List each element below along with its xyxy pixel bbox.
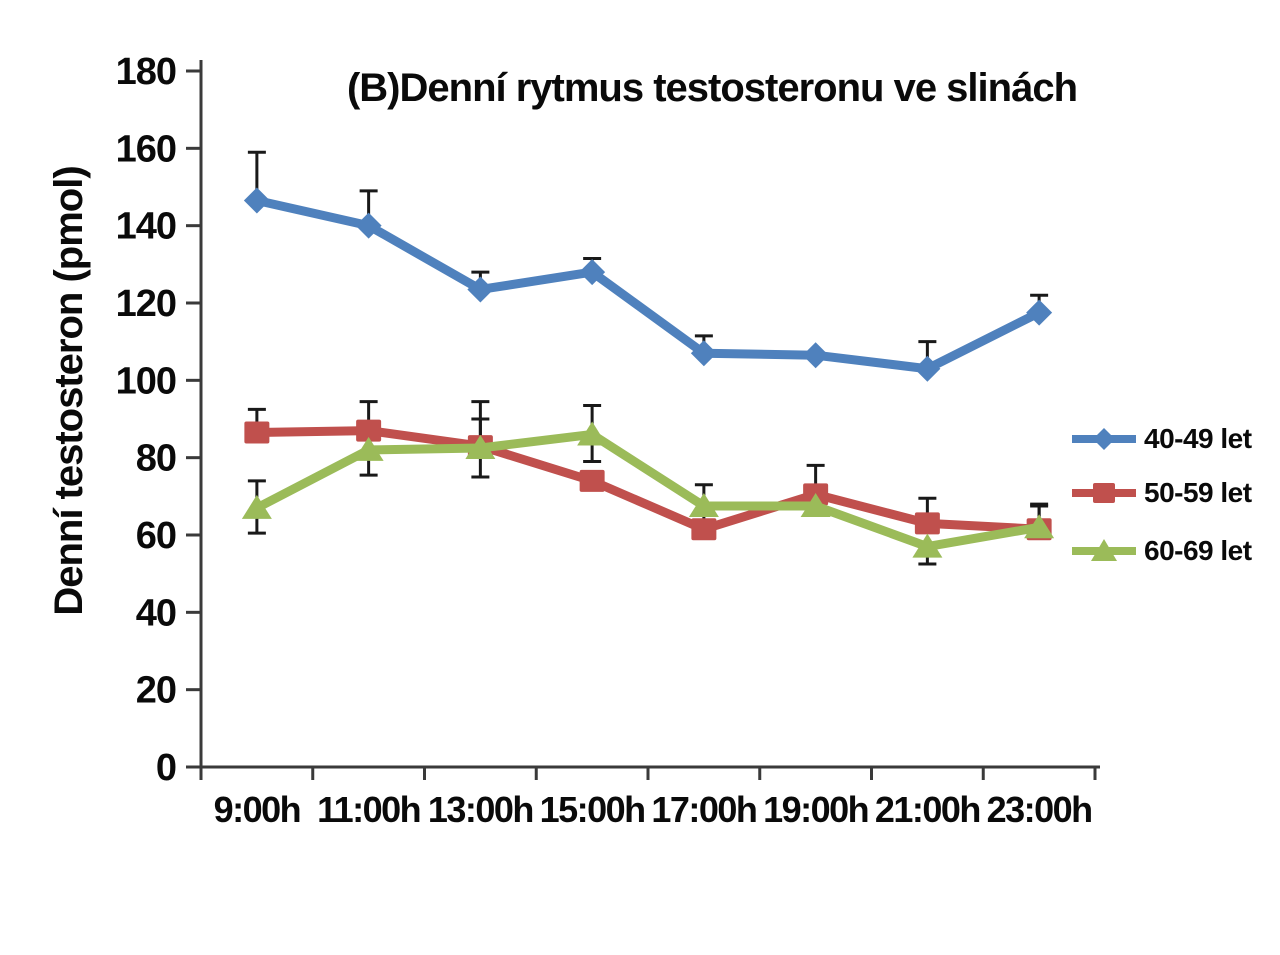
y-tick-label: 160 <box>116 128 176 170</box>
legend-marker-diamond-icon <box>1072 428 1136 450</box>
legend-label: 40-49 let <box>1144 423 1252 454</box>
x-tick-label: 9:00h <box>214 789 301 830</box>
y-tick-label: 120 <box>116 283 176 325</box>
triangle-marker <box>800 493 831 517</box>
triangle-marker <box>577 421 608 446</box>
legend-marker-triangle-icon <box>1072 539 1136 561</box>
square-marker <box>1093 483 1115 503</box>
x-tick-label: 23:00h <box>987 789 1092 830</box>
triangle-marker <box>241 494 272 519</box>
triangle-marker <box>353 436 384 461</box>
square-marker <box>356 419 382 442</box>
series-line-60-69-let <box>252 429 1044 552</box>
series-line-40-49-let <box>252 196 1044 374</box>
y-tick-label: 20 <box>136 670 176 712</box>
diamond-marker <box>579 259 606 286</box>
diamond-marker <box>914 355 941 382</box>
x-tick-label: 13:00h <box>428 789 533 830</box>
legend-label: 50-59 let <box>1144 477 1252 508</box>
legend-label: 60-69 let <box>1144 535 1252 566</box>
x-tick-label: 19:00h <box>763 789 868 830</box>
series-line-50-59-let <box>252 426 1044 534</box>
y-tick-label: 100 <box>116 360 176 402</box>
triangle-marker <box>688 493 719 517</box>
diamond-marker <box>467 276 494 303</box>
y-tick-label: 40 <box>136 592 176 634</box>
triangle-marker <box>1024 514 1055 539</box>
diamond-marker <box>802 342 829 369</box>
y-tick-label: 80 <box>136 438 176 480</box>
y-tick-label: 0 <box>156 747 176 789</box>
diamond-marker <box>690 340 717 367</box>
x-tick-label: 11:00h <box>317 789 420 830</box>
legend-marker-square-icon <box>1072 483 1136 503</box>
triangle-marker <box>1091 539 1117 561</box>
legend-item-50-59: 50-59 let <box>1068 473 1252 513</box>
square-marker <box>579 469 605 492</box>
legend-item-40-49: 40-49 let <box>1068 419 1252 459</box>
y-tick-label: 180 <box>116 51 176 93</box>
square-marker <box>244 421 270 444</box>
diamond-marker <box>243 187 270 214</box>
y-tick-label: 140 <box>116 206 176 248</box>
diamond-marker <box>1026 299 1053 326</box>
chart-title: (B)Denní rytmus testosteronu ve slinách <box>346 66 1078 110</box>
diamond-marker <box>1093 428 1115 450</box>
x-tick-label: 15:00h <box>540 789 645 830</box>
x-tick-label: 21:00h <box>875 789 980 830</box>
square-marker <box>691 518 717 541</box>
triangle-marker <box>465 435 496 459</box>
x-tick-label: 17:00h <box>651 789 756 830</box>
triangle-marker <box>912 533 943 558</box>
legend-item-60-69: 60-69 let <box>1068 531 1252 571</box>
diamond-marker <box>355 212 382 239</box>
y-tick-label: 60 <box>136 515 176 557</box>
square-marker <box>914 512 940 535</box>
